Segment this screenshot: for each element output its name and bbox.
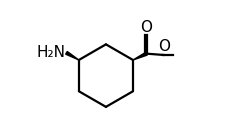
Text: H₂N: H₂N [37, 45, 66, 60]
Text: O: O [158, 39, 170, 54]
Text: O: O [141, 20, 153, 35]
Polygon shape [133, 52, 147, 60]
Polygon shape [66, 51, 79, 60]
